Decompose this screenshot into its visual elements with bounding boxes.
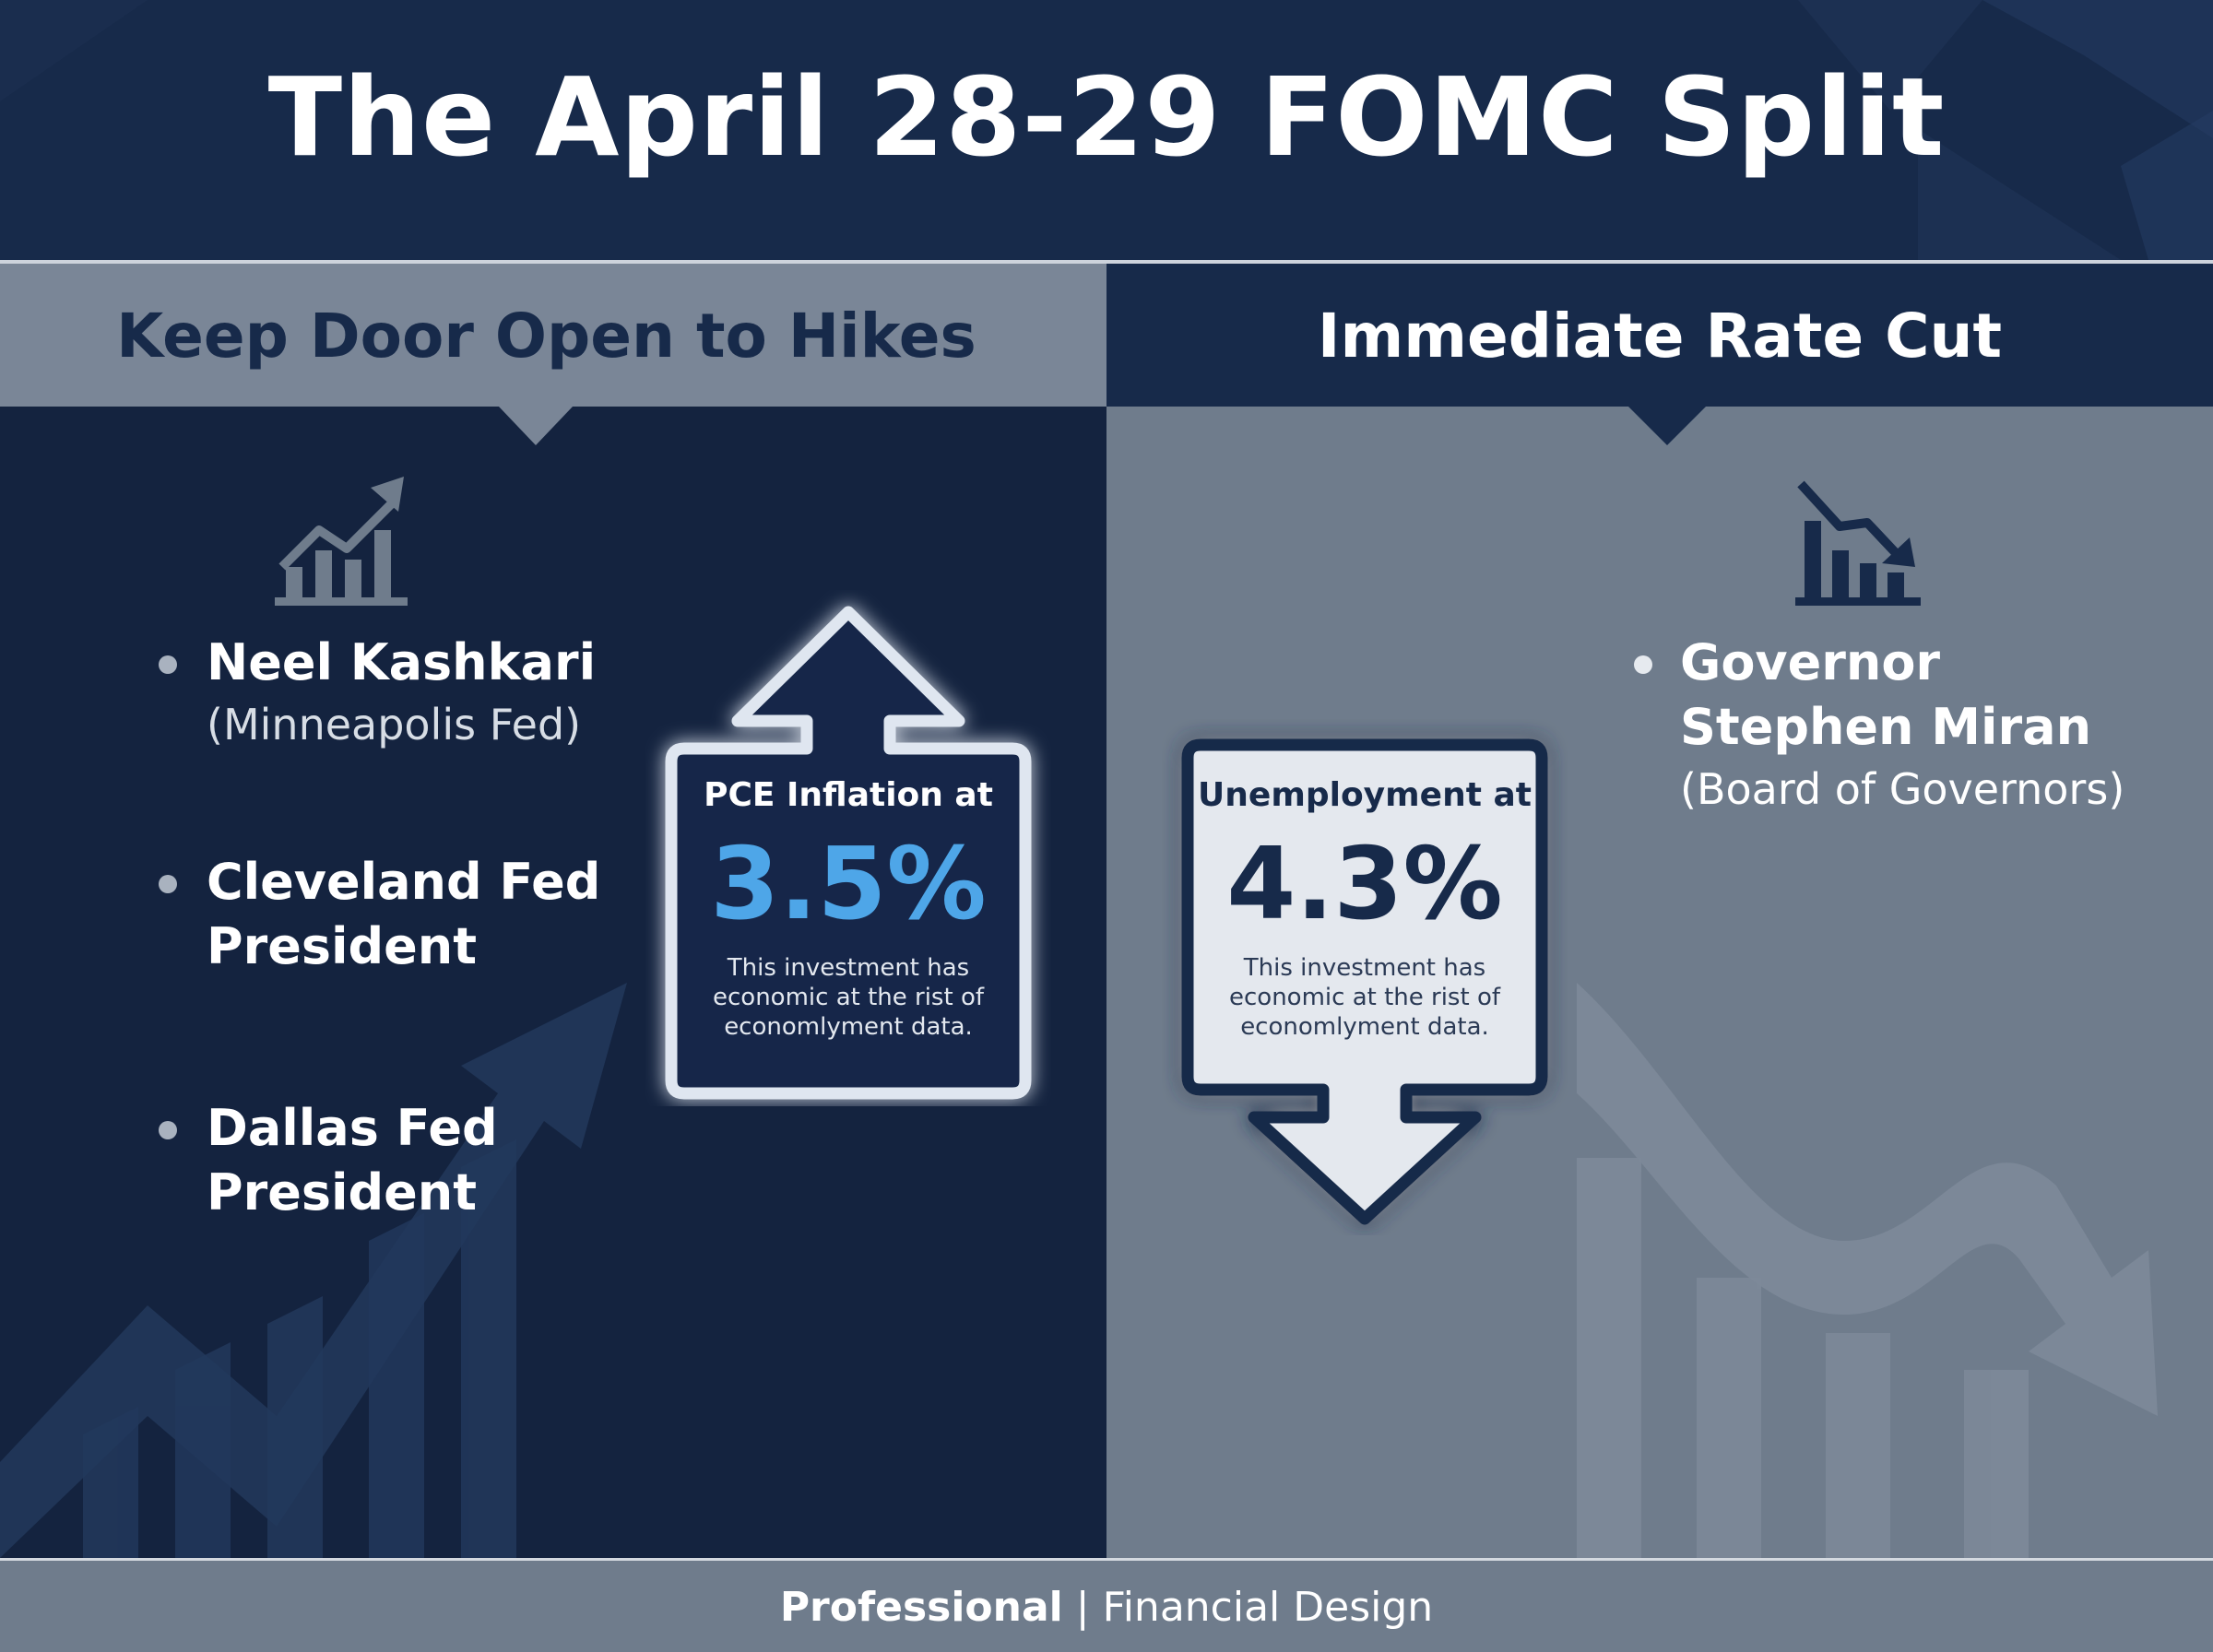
footer-separator: | [1075,1584,1090,1631]
rising-trend-background-graphic [0,983,627,1558]
footer-credit: Professional | Financial Design [0,1584,2213,1631]
unemployment-description: This investment has economic at the rist… [1188,953,1542,1042]
bullet [159,1121,177,1139]
unemployment-value: 4.3% [1188,830,1542,940]
bullet [159,875,177,893]
bullet [159,655,177,674]
callout-desc-line: economic at the rist of [713,984,984,1011]
left-heading-pointer [499,407,573,445]
callout-desc-line: This investment has [727,954,970,982]
callout-desc-line: economlyment data. [1240,1013,1489,1041]
member-name: Neel Kashkari [207,633,597,691]
left-panel [0,264,1106,1558]
right-heading-pointer [1628,407,1706,445]
footer-divider [0,1558,2213,1561]
falling-bar-chart-icon [1795,480,1921,606]
member-affiliation: (Minneapolis Fed) [207,700,582,749]
unemployment-callout-box [1181,738,1548,1225]
header-divider [0,260,2213,264]
member-name: Cleveland Fed [207,853,601,911]
member-name-line2: President [207,917,478,975]
page-title: The April 28-29 FOMC Split [267,53,1946,181]
header-banner: The April 28-29 FOMC Split [0,0,2213,260]
rising-bar-chart-icon [275,477,408,606]
callout-label: Unemployment at [1198,776,1532,814]
callout-value: 3.5% [710,827,987,942]
inflation-callout-label: PCE Inflation at [671,776,1025,814]
inflation-callout-box [665,606,1032,1100]
left-heading-bar [0,264,1106,407]
inflation-description: This investment has economic at the rist… [671,953,1025,1042]
callout-label: PCE Inflation at [704,776,993,814]
member-name-line2: President [207,1163,478,1221]
right-heading: Immediate Rate Cut [1317,301,2003,372]
member-affiliation: (Board of Governors) [1680,764,2125,814]
left-heading: Keep Door Open to Hikes [116,301,976,372]
member-name: Governor [1680,633,1941,691]
unemployment-callout-label: Unemployment at [1188,776,1542,814]
callout-desc-line: This investment has [1243,954,1486,982]
member-name-line2: Stephen Miran [1680,698,2092,756]
callout-value: 4.3% [1226,827,1503,942]
bullet [1634,655,1652,674]
callout-desc-line: economlyment data. [724,1013,973,1041]
inflation-value: 3.5% [671,830,1025,940]
footer-bar [0,1561,2213,1652]
member-name: Dallas Fed [207,1099,498,1157]
falling-trend-background-graphic [1577,983,2158,1558]
footer-bold: Professional [779,1584,1063,1631]
footer-rest: Financial Design [1102,1584,1434,1631]
header-background-shapes [0,0,2213,260]
right-heading-bar [1106,264,2213,407]
callout-desc-line: economic at the rist of [1229,984,1500,1011]
